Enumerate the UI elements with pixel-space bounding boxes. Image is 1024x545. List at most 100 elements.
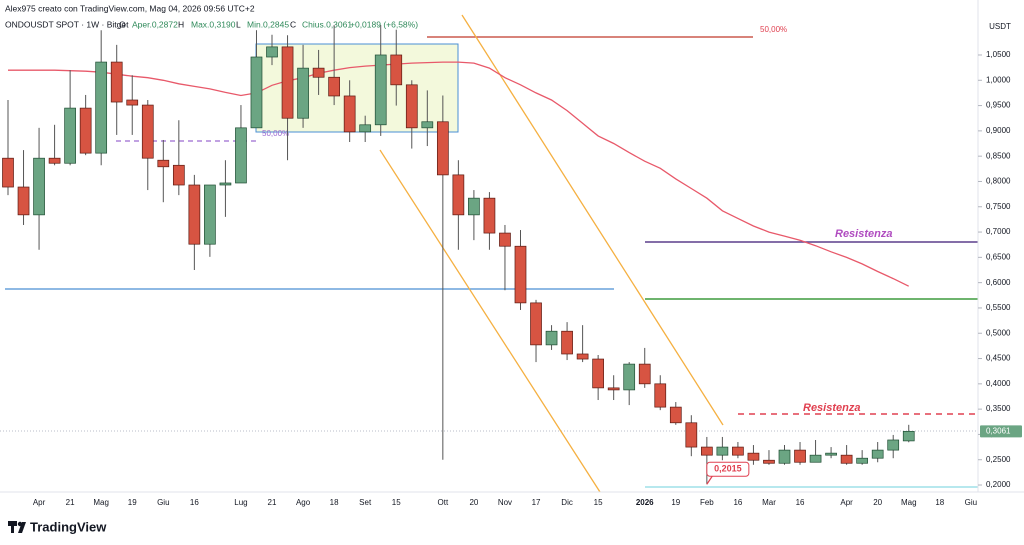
ohlc-key: H <box>178 19 184 29</box>
candle-body <box>172 164 185 186</box>
low-label: 0,2015 <box>714 464 742 474</box>
candle <box>141 100 154 191</box>
x-tick-label: Dic <box>561 498 573 507</box>
candle-body <box>328 76 340 97</box>
candle-body <box>17 186 30 216</box>
ohlc-key: O <box>119 19 126 29</box>
candle-body <box>436 121 449 176</box>
candle <box>530 299 542 363</box>
candle-body <box>716 446 729 456</box>
candle <box>17 150 30 225</box>
candle-body <box>840 454 853 464</box>
candle <box>390 29 403 106</box>
x-tick-label: 16 <box>796 498 805 507</box>
candle-body <box>685 422 698 448</box>
candle-body <box>250 56 263 129</box>
x-tick-label: 19 <box>671 498 680 507</box>
candle-body <box>778 449 791 464</box>
x-tick-label: Ott <box>438 498 449 507</box>
candle-body <box>809 454 822 463</box>
y-tick-label: 0,5500 <box>986 303 1011 312</box>
channel-line <box>461 14 724 426</box>
candle-body <box>359 124 372 133</box>
candle <box>856 450 869 465</box>
y-tick-label: 0,6000 <box>986 278 1011 287</box>
fib-label: 50,00% <box>760 25 787 34</box>
candle-body <box>638 363 651 385</box>
resistance-label: Resistenza <box>835 228 892 240</box>
axis-unit: USDT <box>989 22 1011 31</box>
candle <box>297 44 309 128</box>
last-price-label: 0,3061 <box>986 426 1011 435</box>
x-tick-label: Feb <box>700 498 714 507</box>
candle <box>219 160 232 217</box>
y-tick-label: 0,8500 <box>986 151 1011 160</box>
x-tick-label: Giu <box>965 498 977 507</box>
candle-body <box>483 197 496 234</box>
x-tick-label: 2026 <box>636 498 654 507</box>
candle-body <box>95 61 108 154</box>
x-tick-label: 15 <box>392 498 401 507</box>
x-tick-label: Giu <box>157 498 169 507</box>
y-tick-label: 0,6500 <box>986 252 1011 261</box>
candle-body <box>235 127 247 184</box>
x-tick-label: 21 <box>268 498 277 507</box>
logo-mark <box>11 521 14 533</box>
candle-body <box>421 121 434 129</box>
candle-body <box>592 358 604 389</box>
logo-mark <box>18 522 26 533</box>
candle-body <box>64 107 76 164</box>
ohlc-value: Max.0,3190 <box>191 19 236 29</box>
y-tick-label: 0,7500 <box>986 202 1011 211</box>
candle <box>405 80 418 149</box>
candle <box>840 445 853 465</box>
x-tick-label: Lug <box>234 498 247 507</box>
y-tick-label: 1,0000 <box>986 75 1011 84</box>
candle <box>452 160 465 250</box>
candle-body <box>825 452 837 456</box>
x-tick-label: Mag <box>93 498 109 507</box>
candle-body <box>654 383 667 408</box>
candle-body <box>902 430 915 442</box>
candle <box>250 30 263 129</box>
candle-body <box>33 157 45 216</box>
candle-body <box>468 197 480 216</box>
x-tick-label: 17 <box>532 498 541 507</box>
candle-body <box>157 159 170 168</box>
candle <box>514 230 527 310</box>
candle-body <box>141 104 154 159</box>
candle-body <box>887 439 900 451</box>
candle <box>2 100 14 196</box>
candle <box>64 70 76 166</box>
ohlc-value: Chius.0,3061 <box>302 19 352 29</box>
candle <box>95 30 108 166</box>
ohlc-value: Aper.0,2872 <box>132 19 178 29</box>
candle <box>747 445 760 465</box>
candle <box>778 445 791 465</box>
candle-body <box>266 46 278 58</box>
candle-body <box>794 449 806 463</box>
logo: TradingView <box>8 519 107 534</box>
candle <box>204 184 216 257</box>
candle <box>623 362 636 406</box>
candle-body <box>545 330 558 346</box>
candle <box>359 115 372 143</box>
candle <box>421 90 434 147</box>
candle <box>499 224 511 291</box>
candle-body <box>514 245 527 304</box>
x-tick-label: 20 <box>873 498 882 507</box>
candle-body <box>126 99 139 106</box>
candle-body <box>452 174 465 216</box>
candle <box>266 34 278 66</box>
x-tick-label: Ago <box>296 498 311 507</box>
candle <box>328 25 340 106</box>
candle <box>48 124 61 166</box>
candle <box>33 127 45 250</box>
x-tick-label: Apr <box>33 498 46 507</box>
x-tick-label: Set <box>359 498 372 507</box>
x-tick-label: 19 <box>128 498 137 507</box>
ohlc-value: Min.0,2845 <box>247 19 289 29</box>
candle-body <box>561 330 573 355</box>
candle <box>825 447 837 459</box>
candle-body <box>576 353 589 360</box>
